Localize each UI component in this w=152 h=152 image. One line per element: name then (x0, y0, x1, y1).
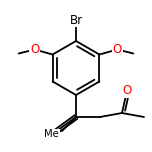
Text: Br: Br (69, 14, 83, 26)
Text: O: O (113, 43, 122, 56)
Text: Me: Me (44, 129, 59, 139)
Text: O: O (30, 43, 39, 56)
Text: N: N (45, 128, 53, 142)
Text: O: O (122, 85, 132, 97)
